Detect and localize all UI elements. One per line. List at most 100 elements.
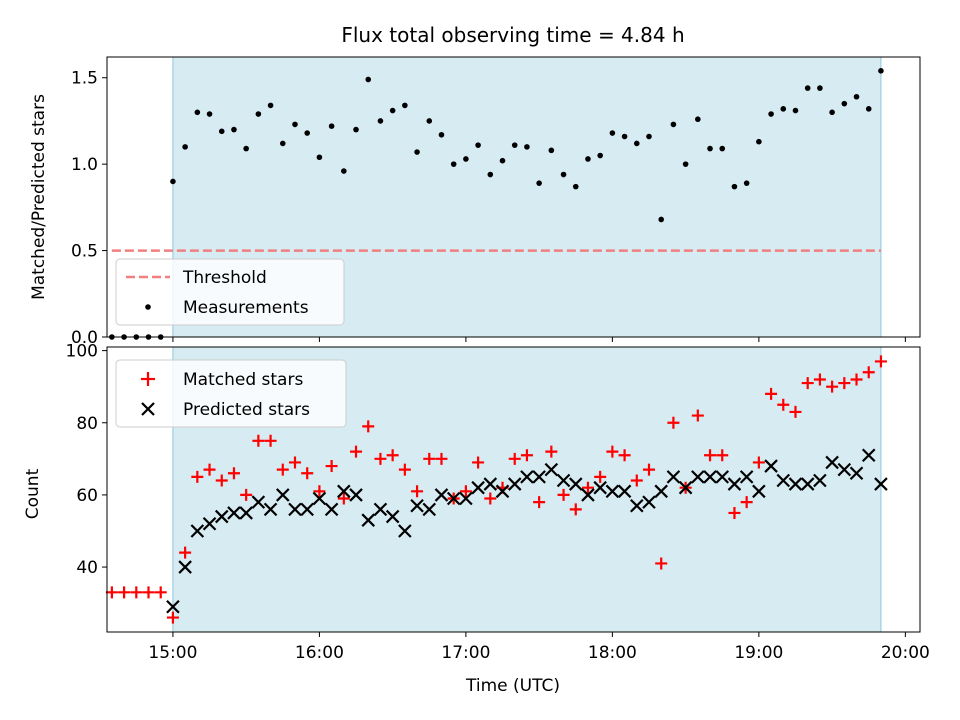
- top-measurement-points: [109, 68, 884, 340]
- bottom-y-tick-label: 40: [76, 558, 98, 578]
- top-y-tick-label: 1.5: [71, 69, 98, 89]
- matched-star-marker: [850, 373, 863, 386]
- predicted-star-marker: [861, 448, 876, 463]
- bottom-y-axis-label: Count: [23, 468, 43, 519]
- matched-star-marker: [142, 586, 155, 599]
- measurement-point: [695, 116, 701, 123]
- predicted-star-marker: [605, 484, 620, 499]
- legend-threshold-label: Threshold: [182, 268, 267, 288]
- x-tick-label: 16:00: [295, 643, 344, 663]
- predicted-star-marker: [544, 462, 559, 477]
- matched-star-marker: [423, 452, 436, 465]
- matched-star-marker: [704, 449, 717, 462]
- legend-matched-label: Matched stars: [183, 370, 303, 390]
- measurement-point: [206, 111, 213, 117]
- predicted-star-marker: [227, 506, 241, 520]
- matched-star-marker: [264, 434, 277, 447]
- predicted-star-marker: [813, 473, 827, 488]
- predicted-star-marker: [214, 509, 229, 524]
- measurement-point: [292, 121, 298, 128]
- measurement-point: [231, 126, 237, 133]
- matched-star-marker: [838, 377, 851, 390]
- matched-star-marker: [459, 485, 472, 498]
- matched-star-marker: [276, 463, 289, 476]
- matched-star-marker: [252, 434, 265, 447]
- measurement-point: [719, 145, 726, 152]
- predicted-star-marker: [446, 491, 461, 506]
- measurement-point: [426, 118, 433, 124]
- bottom-y-axis: 40 60 80 100: [66, 342, 107, 578]
- predicted-star-marker: [630, 498, 644, 513]
- bottom-y-tick-label: 80: [76, 414, 98, 434]
- measurement-point: [804, 85, 811, 91]
- measurement-point: [585, 156, 591, 162]
- measurement-point: [609, 130, 616, 136]
- predicted-star-marker: [739, 470, 754, 484]
- matched-star-marker: [728, 506, 741, 519]
- x-tick-label: 20:00: [881, 643, 930, 663]
- matched-star-marker: [398, 463, 411, 476]
- measurement-point: [316, 154, 323, 161]
- bottom-y-tick-label: 60: [76, 486, 98, 506]
- legend-predicted-swatch: [141, 402, 155, 416]
- matched-star-marker: [386, 449, 399, 462]
- matched-star-marker: [130, 586, 143, 599]
- matched-star-marker: [826, 380, 839, 393]
- predicted-star-marker: [788, 477, 803, 491]
- predicted-star-marker: [312, 491, 327, 506]
- measurement-point: [707, 145, 713, 152]
- predicted-star-marker: [373, 502, 388, 517]
- measurement-point: [487, 171, 494, 178]
- measurement-point: [780, 106, 787, 112]
- matched-star-marker: [740, 496, 753, 509]
- predicted-star-marker: [703, 470, 717, 484]
- chart-title: Flux total observing time = 4.84 h: [341, 23, 684, 47]
- predicted-star-marker: [642, 495, 656, 509]
- predicted-star-marker: [581, 488, 595, 502]
- matched-star-marker: [520, 449, 533, 462]
- matched-star-marker: [411, 485, 424, 498]
- measurement-point: [572, 183, 579, 190]
- matched-star-marker: [874, 355, 887, 368]
- matched-star-marker: [435, 452, 448, 465]
- measurement-point: [377, 118, 384, 124]
- matched-star-marker: [191, 470, 204, 483]
- matched-star-marker: [374, 452, 387, 465]
- measurement-point: [170, 178, 176, 185]
- top-y-tick-label: 1.0: [71, 155, 98, 175]
- predicted-star-marker: [727, 477, 742, 491]
- top-panel: 0.0 0.5 1.0 1.5 Matched/Predicted stars Thr…: [29, 56, 921, 348]
- matched-star-marker: [227, 467, 240, 480]
- predicted-star-marker: [385, 509, 400, 524]
- predicted-star-marker: [276, 488, 290, 502]
- predicted-star-marker: [776, 473, 791, 488]
- matched-star-marker: [862, 366, 875, 379]
- matched-star-marker: [533, 496, 546, 509]
- predicted-star-marker: [691, 470, 705, 484]
- matched-star-marker: [667, 416, 680, 429]
- measurement-point: [658, 216, 665, 223]
- measurement-point: [365, 76, 372, 83]
- top-y-tick-label: 0.5: [71, 242, 98, 262]
- matched-star-marker: [362, 420, 375, 433]
- predicted-star-marker: [837, 462, 852, 477]
- top-x-ticks: [172, 337, 906, 342]
- matched-star-marker: [301, 467, 314, 480]
- predicted-star-marker: [337, 484, 351, 499]
- top-y-axis: 0.0 0.5 1.0 1.5: [71, 69, 107, 348]
- matched-star-marker: [484, 492, 497, 505]
- matched-star-marker: [777, 398, 790, 411]
- predicted-star-marker: [556, 473, 571, 488]
- measurement-point: [182, 144, 188, 150]
- predicted-star-marker: [300, 502, 314, 517]
- matched-star-marker: [313, 485, 326, 498]
- predicted-star-marker: [752, 484, 766, 499]
- predicted-star-marker: [800, 477, 815, 491]
- measurement-point: [402, 102, 408, 109]
- matched-star-marker: [643, 463, 655, 476]
- measurement-point: [768, 111, 774, 117]
- predicted-star-marker: [239, 506, 253, 520]
- measurement-point: [756, 138, 762, 145]
- x-tick-label: 15:00: [148, 643, 197, 663]
- measurement-point: [670, 121, 677, 128]
